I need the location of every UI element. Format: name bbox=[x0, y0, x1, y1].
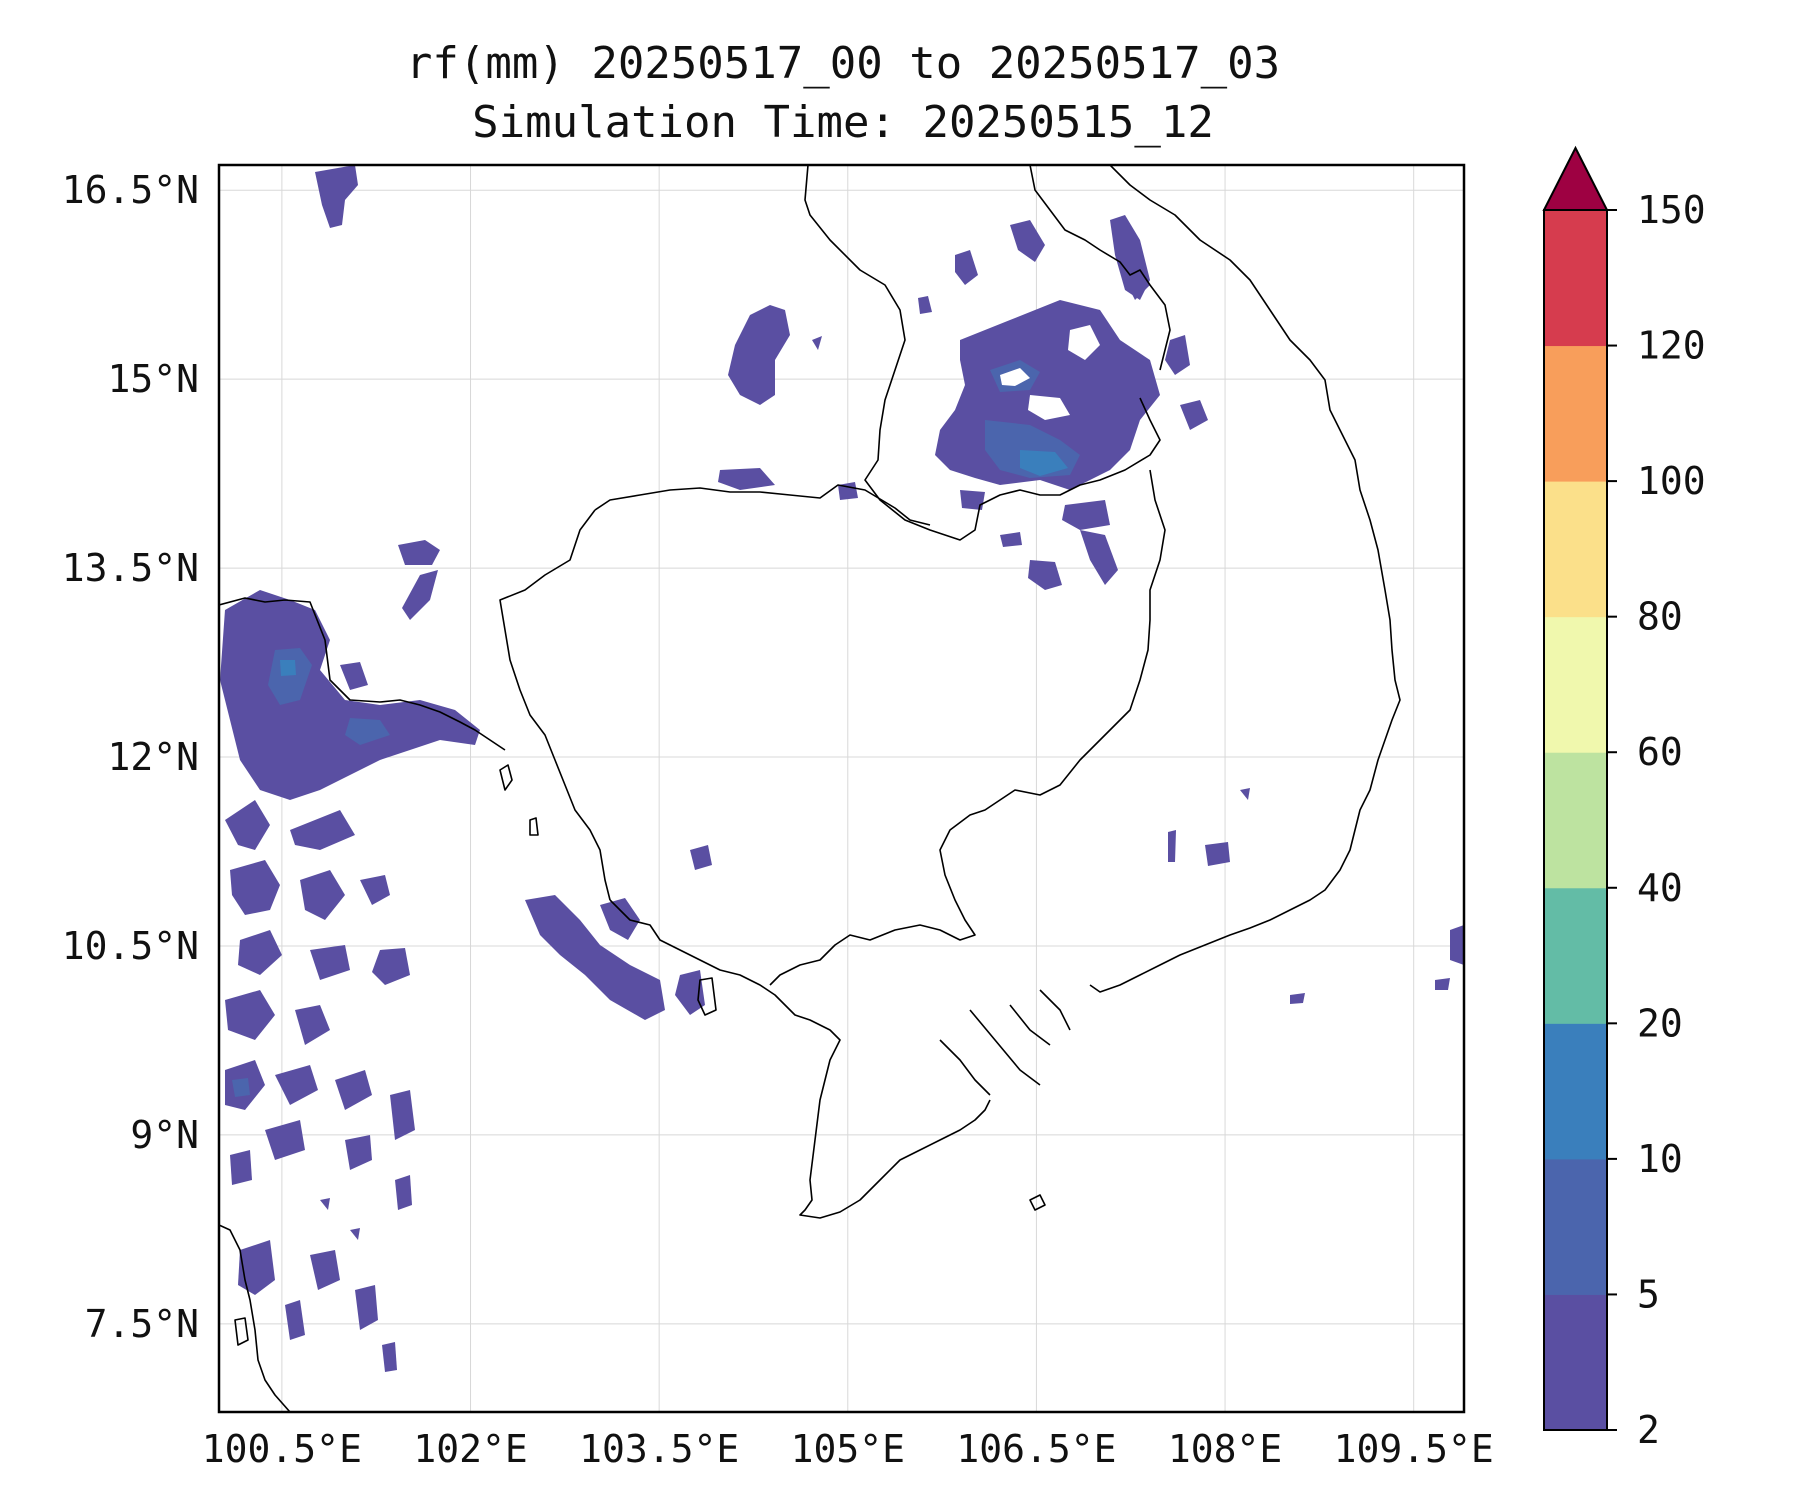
y-tick-label: 16.5°N bbox=[62, 168, 199, 212]
x-axis-ticks: 100.5°E 102°E 103.5°E 105°E 106.5°E 108°E 109.… bbox=[202, 1427, 1494, 1471]
colorbar-segment bbox=[1544, 1294, 1607, 1431]
rain-region-north-west-cell bbox=[315, 165, 440, 620]
y-axis-ticks: 16.5°N 15°N 13.5°N 12°N 10.5°N 9°N 7.5°N bbox=[62, 168, 199, 1346]
x-tick-label: 108°E bbox=[1168, 1427, 1282, 1471]
x-tick-label: 103.5°E bbox=[579, 1427, 739, 1471]
mekong-delta bbox=[939, 989, 1071, 1096]
x-tick-label: 102°E bbox=[413, 1427, 527, 1471]
y-tick-label: 13.5°N bbox=[62, 546, 199, 590]
colorbar-label: 10 bbox=[1637, 1137, 1683, 1181]
colorbar-segment bbox=[1544, 752, 1607, 889]
rain-region-cambodia-coast-cells bbox=[525, 788, 1464, 1020]
border-cambodia-vietnam bbox=[769, 469, 1166, 986]
colorbar-segment bbox=[1544, 345, 1607, 482]
map-background bbox=[219, 165, 1464, 1412]
island-5 bbox=[234, 1317, 249, 1346]
border-laos-vietnam bbox=[804, 165, 1161, 541]
coastline-thailand-peninsula bbox=[219, 1224, 291, 1412]
x-tick-label: 100.5°E bbox=[202, 1427, 362, 1471]
colorbar: 2 5 10 20 40 60 80 100 120 150 bbox=[1542, 145, 1706, 1452]
coastline-cambodia-gulf bbox=[609, 899, 991, 1219]
title-line-2: Simulation Time: 20250515_12 bbox=[472, 97, 1214, 148]
x-tick-label: 109.5°E bbox=[1334, 1427, 1494, 1471]
colorbar-label: 5 bbox=[1637, 1272, 1660, 1316]
y-tick-label: 7.5°N bbox=[85, 1302, 199, 1346]
rain-region-laos-cell bbox=[718, 296, 932, 500]
y-tick-label: 12°N bbox=[107, 735, 199, 779]
colorbar-segment bbox=[1544, 210, 1607, 347]
y-tick-label: 10.5°N bbox=[62, 924, 199, 968]
coastline-thailand-east-gulf bbox=[219, 597, 506, 751]
x-tick-label: 106.5°E bbox=[956, 1427, 1116, 1471]
border-laos-vietnam-north bbox=[1029, 165, 1171, 371]
colorbar-segment bbox=[1544, 1023, 1607, 1160]
colorbar-segment bbox=[1544, 1158, 1607, 1295]
colorbar-extend-arrow bbox=[1542, 145, 1609, 211]
rain-region-western-scattered-cells bbox=[225, 800, 415, 1372]
gridlines bbox=[219, 165, 1464, 1412]
map-panel: 100.5°E 102°E 103.5°E 105°E 106.5°E 108°E 109.… bbox=[62, 163, 1494, 1471]
colorbar-label: 100 bbox=[1637, 459, 1706, 503]
colorbar-segment bbox=[1544, 481, 1607, 618]
island-1 bbox=[499, 764, 513, 791]
colorbar-label: 2 bbox=[1637, 1408, 1660, 1452]
island-3 bbox=[697, 977, 717, 1016]
y-tick-label: 15°N bbox=[107, 357, 199, 401]
colorbar-segment bbox=[1544, 887, 1607, 1024]
colorbar-label: 40 bbox=[1637, 866, 1683, 910]
colorbar-label: 150 bbox=[1637, 188, 1706, 232]
colorbar-label: 120 bbox=[1637, 324, 1706, 368]
y-tick-label: 9°N bbox=[130, 1113, 199, 1157]
border-cambodia-west bbox=[499, 509, 611, 901]
colorbar-frame bbox=[1543, 209, 1608, 1431]
x-tick-label: 105°E bbox=[791, 1427, 905, 1471]
colorbar-segment bbox=[1544, 616, 1607, 753]
island-4 bbox=[1029, 1194, 1046, 1211]
colorbar-label: 80 bbox=[1637, 595, 1683, 639]
border-cambodia-thailand-north bbox=[594, 484, 931, 526]
rain-region-thai-gulf-west-band bbox=[220, 590, 480, 800]
island-2 bbox=[529, 817, 539, 836]
rain-fields bbox=[220, 165, 1464, 1372]
rain-region-north-border-cluster bbox=[935, 215, 1208, 590]
colorbar-label: 60 bbox=[1637, 730, 1683, 774]
title-line-1: rf(mm) 20250517_00 to 20250517_03 bbox=[406, 38, 1280, 89]
map-frame bbox=[217, 163, 1466, 1414]
coastlines bbox=[219, 165, 1401, 1412]
coastline-vietnam-east bbox=[1089, 165, 1401, 993]
colorbar-label: 20 bbox=[1637, 1001, 1683, 1045]
